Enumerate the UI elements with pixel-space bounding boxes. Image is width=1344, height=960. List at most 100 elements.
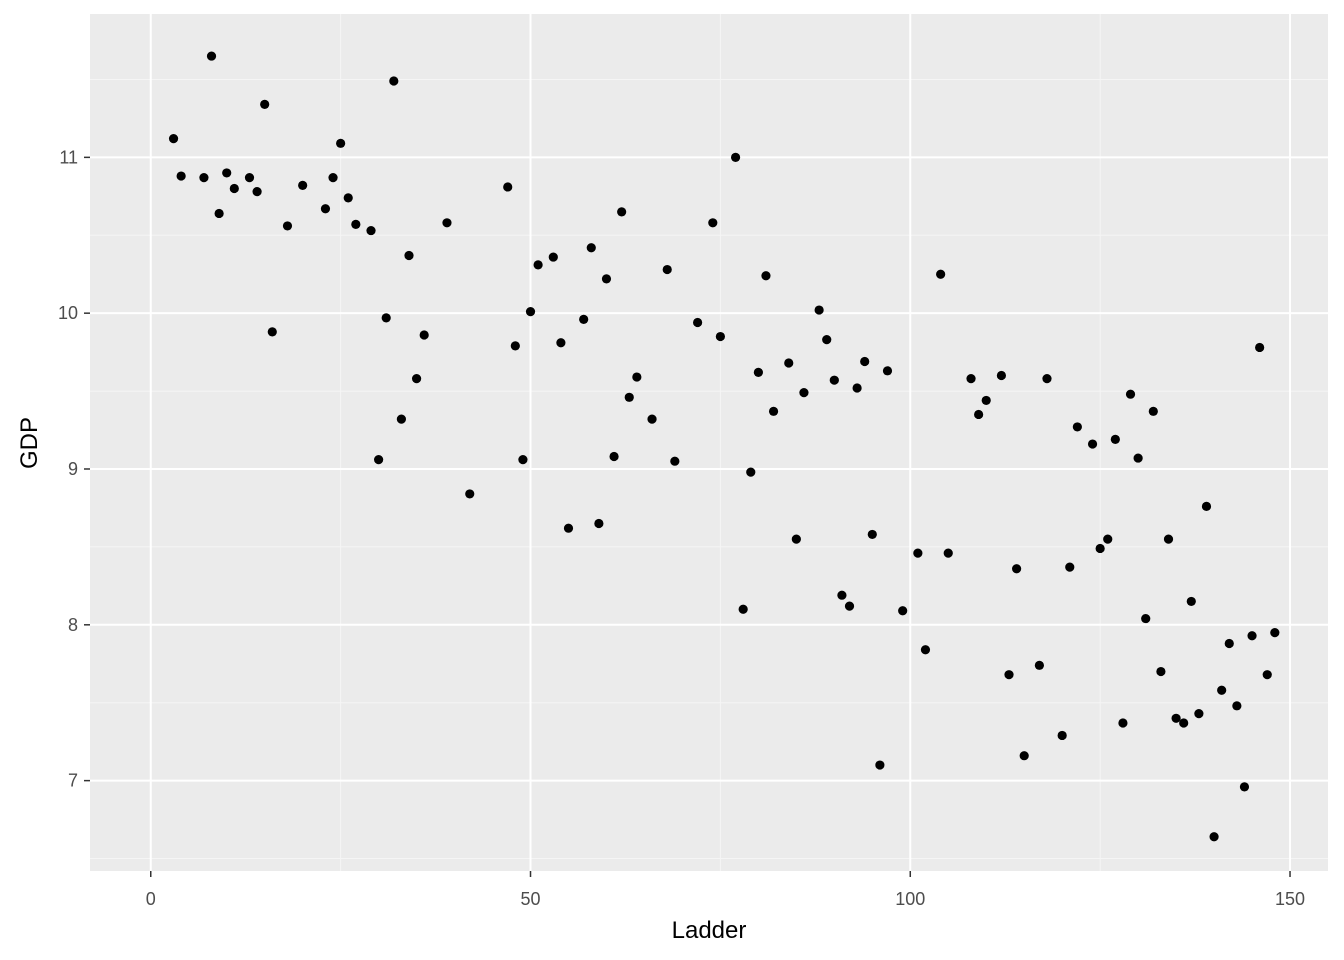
data-point [320,204,331,214]
data-point [746,467,756,477]
x-axis-ticks: 0 50 100 150 [146,871,1305,909]
data-point [1087,439,1098,449]
data-point [913,548,923,558]
data-point [1133,453,1143,463]
data-point [1065,562,1075,572]
data-point [1095,543,1105,554]
data-point [632,372,642,382]
data-point [563,523,574,533]
data-point [396,414,406,424]
data-point [1186,596,1196,607]
data-point [229,183,239,194]
data-point [738,604,748,614]
data-point [693,317,703,328]
data-point [1262,670,1272,680]
y-axis-ticks: 7 8 9 10 11 [58,147,90,791]
data-point [579,314,589,325]
data-point [1072,422,1082,432]
y-tick-label: 11 [59,147,78,167]
data-point [252,187,262,197]
data-point [1125,389,1136,399]
data-point [244,173,255,183]
data-point [898,606,908,616]
data-point [624,392,634,402]
data-point [381,313,391,323]
data-point [336,138,346,148]
data-point [601,274,612,284]
data-point [518,455,528,465]
data-point [510,341,520,351]
data-point [730,152,741,162]
data-point [784,358,794,368]
data-point [404,250,414,261]
data-point [548,252,558,262]
data-point [343,193,353,203]
y-tick-label: 7 [68,771,78,791]
data-point [366,225,376,236]
data-point [1141,613,1151,624]
data-point [1217,685,1227,695]
data-point [1270,627,1280,638]
data-point [981,395,991,406]
data-point [974,409,984,420]
data-point [351,219,361,229]
data-point [1209,832,1219,842]
data-point [708,218,718,228]
data-point [1194,709,1204,719]
data-point [670,456,680,466]
data-point [1118,718,1128,728]
data-point [936,269,946,279]
data-point [609,451,619,462]
data-point [791,534,801,544]
data-point [1224,638,1234,649]
x-tick-label: 0 [146,889,156,909]
data-point [298,180,308,190]
data-point [1171,713,1181,723]
data-point [715,331,725,342]
data-point [1239,782,1250,792]
data-point [844,601,855,611]
data-point [822,335,832,345]
data-point [465,489,475,499]
data-point [662,264,672,275]
data-point [761,271,771,281]
data-point [1057,730,1067,741]
data-point [214,208,224,219]
data-point [206,51,217,61]
data-point [920,645,931,655]
data-point [1034,660,1044,670]
x-tick-label: 100 [895,889,925,909]
data-point [1148,406,1158,416]
data-point [1201,501,1212,511]
x-tick-label: 150 [1275,889,1305,909]
data-point [966,374,976,384]
data-point [1163,534,1174,544]
data-point [1012,564,1022,574]
data-point [617,207,627,217]
data-point [867,529,877,540]
data-point [1247,631,1257,641]
data-point [411,374,422,384]
data-point [260,99,270,109]
data-point [389,76,399,86]
data-point [222,168,232,178]
data-point [525,307,536,317]
data-point [168,134,179,144]
data-point [814,305,824,315]
data-point [1232,701,1242,711]
data-point [594,518,604,529]
data-point [442,218,452,228]
data-point [852,383,862,393]
grid-major [90,14,1328,871]
data-point [875,760,885,770]
data-point [837,590,847,600]
data-point [1103,534,1113,544]
data-point [943,548,953,558]
data-point [533,260,543,270]
data-point [586,243,596,253]
data-point [1156,666,1166,677]
y-tick-label: 9 [68,459,78,479]
x-axis-title: Ladder [672,917,747,944]
data-point [267,327,277,337]
